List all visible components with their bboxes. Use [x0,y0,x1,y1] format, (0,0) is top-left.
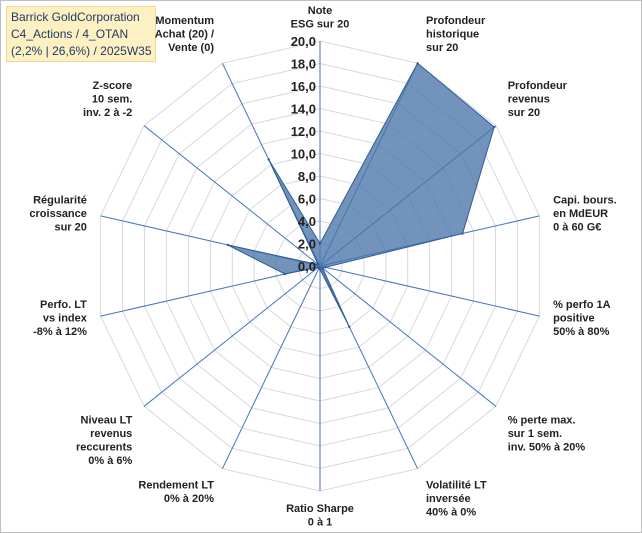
data-point [324,266,327,269]
axis-label: % perte max. sur 1 sem. inv. 50% à 20% [508,415,586,454]
radial-tick-label: 2,0 [298,237,316,252]
axis-spoke [100,265,321,317]
radial-tick-label: 18,0 [291,57,316,72]
radial-tick-label: 16,0 [291,79,316,94]
axis-label: Momentum Achat (20) / Vente (0) [155,15,215,54]
axis-spoke [319,265,540,317]
data-point [318,242,322,245]
data-point [226,243,230,247]
axis-label: Volatilité LT inversée 40% à 0% [426,480,487,519]
axis-label: Profondeur historique sur 20 [426,15,486,54]
data-point [461,232,464,235]
data-point [317,263,320,266]
radial-tick-label: 0,0 [298,259,316,274]
radial-tick-label: 8,0 [298,169,316,184]
data-point [348,325,351,328]
axis-label: Régularité croissance sur 20 [29,195,86,234]
axis-spoke [221,265,321,469]
axis-label: Profondeur revenus sur 20 [508,80,568,119]
data-point [267,158,270,161]
axis-spoke [143,125,321,267]
radial-tick-label: 6,0 [298,192,316,207]
title-category: C4_Actions / 4_OTAN [11,27,129,41]
axis-label: Perfo. LT vs index -8% à 12% [33,299,88,338]
radial-tick-labels: 0,0 2,0 4,0 6,0 8,0 10,0 12,0 14,0 16,0 18,0 20,0 [291,34,316,274]
axis-label: Niveau LT revenus reccurents 0% à 6% [76,415,133,468]
chart-title-box: Barrick GoldCorporation C4_Actions / 4_O… [6,6,156,62]
axis-spoke [143,265,321,407]
data-point [283,272,287,276]
data-point [493,125,496,129]
data-point [321,266,324,270]
axis-spoke [319,265,497,407]
data-point [416,62,419,65]
title-period: (2,2% | 26,6%) / 2025W35 [11,44,152,58]
axis-label: Note ESG sur 20 [291,5,350,31]
axis-label: Capi. bours. en MdEUR 0 à 60 G€ [553,195,617,234]
radar-data-layer [226,62,496,328]
radial-tick-label: 20,0 [291,34,316,49]
radial-tick-label: 12,0 [291,124,316,139]
axis-label: % perfo 1A positive 50% à 80% [553,299,611,338]
axis-label: Ratio Sharpe 0 à 1 [286,503,354,529]
radial-tick-label: 4,0 [298,214,316,229]
axis-label: Z-score 10 sem. inv. 2 à -2 [83,80,132,119]
radial-tick-label: 14,0 [291,102,316,117]
axis-labels: Note ESG sur 20 Profondeur historique sur 20… [29,5,616,529]
data-point [317,266,320,269]
title-company: Barrick GoldCorporation [11,10,140,24]
radial-tick-label: 10,0 [291,147,316,162]
axis-label: Rendement LT 0% à 20% [138,480,214,506]
